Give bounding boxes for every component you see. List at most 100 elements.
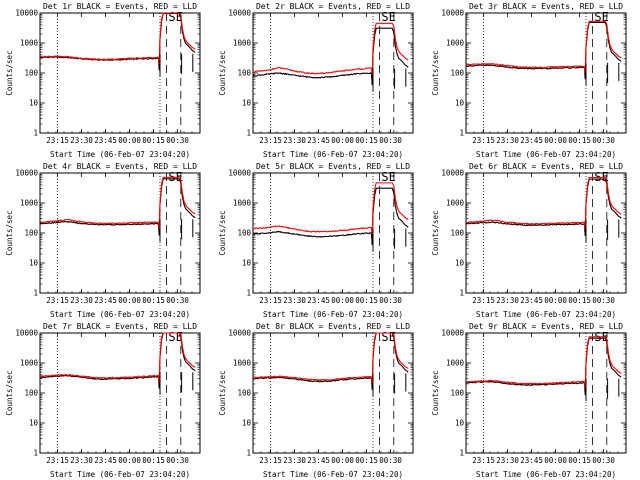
x-tick-label: 00:15 (355, 296, 378, 305)
events-series-line (252, 27, 409, 85)
x-tick-label: 23:45 (520, 456, 543, 465)
y-tick-label: 100 (237, 389, 251, 398)
y-axis-label: Counts/sec (218, 370, 227, 415)
y-tick-label: 1000 (20, 359, 39, 368)
y-tick-label: 10000 (441, 169, 464, 178)
y-tick-label: 1000 (446, 39, 465, 48)
x-tick-label: 23:30 (283, 456, 306, 465)
y-tick-label: 1000 (446, 359, 465, 368)
detector-chart-9: Det 9r BLACK = Events, RED = LLD Counts/s… (431, 322, 627, 479)
events-series-line (465, 337, 622, 396)
plot-frame (465, 172, 627, 294)
y-tick-label: 100 (450, 229, 464, 238)
x-tick-label: 00:15 (568, 296, 591, 305)
y-tick-label: 1000 (233, 199, 252, 208)
x-axis-label: Start Time (06-Feb-07 23:04:20) (476, 470, 616, 479)
events-series-line (465, 178, 622, 236)
y-tick-label: 10000 (228, 169, 251, 178)
y-tick-label: 10000 (441, 329, 464, 338)
y-tick-label: 10 (29, 259, 39, 268)
x-tick-label: 23:15 (259, 296, 282, 305)
x-tick-label: 23:45 (307, 456, 330, 465)
detector-panel-6: Det 6r BLACK = Events, RED = LLD Counts/s… (426, 160, 639, 320)
detector-chart-4: Det 4r BLACK = Events, RED = LLD Counts/s… (5, 162, 201, 319)
x-tick-label: 00:30 (592, 456, 615, 465)
y-tick-label: 10000 (15, 169, 38, 178)
y-axis-label: Counts/sec (5, 210, 14, 255)
detector-panel-3: Det 3r BLACK = Events, RED = LLD Counts/s… (426, 0, 639, 160)
x-tick-label: 00:30 (166, 296, 189, 305)
lld-series-line (39, 176, 196, 229)
y-tick-label: 10000 (15, 329, 38, 338)
x-tick-label: 23:30 (70, 136, 93, 145)
x-tick-label: 00:00 (118, 456, 141, 465)
chart-title: Det 5r BLACK = Events, RED = LLD (256, 162, 410, 171)
detector-panel-9: Det 9r BLACK = Events, RED = LLD Counts/s… (426, 320, 639, 480)
y-axis-label: Counts/sec (5, 50, 14, 95)
x-tick-label: 23:45 (307, 136, 330, 145)
x-tick-label: 00:00 (118, 296, 141, 305)
events-series-line (252, 332, 409, 390)
lld-series-line (465, 20, 622, 73)
plot-frame (465, 12, 627, 134)
x-tick-label: 00:00 (331, 296, 354, 305)
x-tick-label: 23:15 (259, 136, 282, 145)
y-tick-label: 1000 (20, 39, 39, 48)
x-tick-label: 00:30 (166, 456, 189, 465)
plot-frame (252, 172, 414, 294)
x-tick-label: 23:30 (70, 456, 93, 465)
x-tick-label: 23:15 (472, 296, 495, 305)
detector-chart-1: Det 1r BLACK = Events, RED = LLD Counts/s… (5, 2, 201, 159)
plot-frame (39, 12, 201, 134)
y-tick-label: 1000 (233, 359, 252, 368)
x-tick-label: 00:15 (568, 136, 591, 145)
plot-frame (39, 172, 201, 294)
x-tick-label: 00:00 (544, 296, 567, 305)
detector-chart-6: Det 6r BLACK = Events, RED = LLD Counts/s… (431, 162, 627, 319)
events-series-line (39, 178, 196, 236)
x-tick-label: 00:30 (166, 136, 189, 145)
y-tick-label: 1 (459, 289, 464, 298)
x-tick-label: 00:30 (379, 136, 402, 145)
lld-series-line (252, 182, 409, 235)
x-tick-label: 00:15 (568, 456, 591, 465)
chart-title: Det 1r BLACK = Events, RED = LLD (43, 2, 197, 11)
x-axis-label: Start Time (06-Feb-07 23:04:20) (50, 150, 190, 159)
x-tick-label: 00:15 (142, 296, 165, 305)
chart-title: Det 7r BLACK = Events, RED = LLD (43, 322, 197, 331)
detector-chart-2: Det 2r BLACK = Events, RED = LLD Counts/s… (218, 2, 414, 159)
y-tick-label: 100 (237, 229, 251, 238)
chart-title: Det 9r BLACK = Events, RED = LLD (469, 322, 623, 331)
y-tick-label: 100 (24, 69, 38, 78)
x-tick-label: 23:30 (496, 136, 519, 145)
y-tick-label: 1 (246, 449, 251, 458)
y-tick-label: 1 (246, 129, 251, 138)
y-tick-label: 100 (450, 389, 464, 398)
plot-frame (252, 332, 414, 454)
y-tick-label: 10 (455, 419, 465, 428)
x-tick-label: 23:15 (46, 136, 69, 145)
x-tick-label: 23:15 (472, 456, 495, 465)
se-annotation: SE (381, 170, 395, 184)
x-tick-label: 00:00 (544, 136, 567, 145)
se-annotation: SE (594, 10, 608, 24)
chart-title: Det 6r BLACK = Events, RED = LLD (469, 162, 623, 171)
y-tick-label: 10 (29, 99, 39, 108)
x-tick-label: 23:15 (259, 456, 282, 465)
x-tick-label: 00:30 (379, 456, 402, 465)
y-tick-label: 10 (242, 99, 252, 108)
chart-title: Det 8r BLACK = Events, RED = LLD (256, 322, 410, 331)
y-tick-label: 10 (29, 419, 39, 428)
x-axis-label: Start Time (06-Feb-07 23:04:20) (263, 470, 403, 479)
detector-panel-7: Det 7r BLACK = Events, RED = LLD Counts/s… (0, 320, 213, 480)
y-axis-label: Counts/sec (218, 210, 227, 255)
detector-panel-5: Det 5r BLACK = Events, RED = LLD Counts/s… (213, 160, 426, 320)
x-tick-label: 23:45 (94, 136, 117, 145)
x-tick-label: 23:30 (70, 296, 93, 305)
y-axis-label: Counts/sec (218, 50, 227, 95)
detector-panel-2: Det 2r BLACK = Events, RED = LLD Counts/s… (213, 0, 426, 160)
y-axis-label: Counts/sec (431, 210, 440, 255)
y-tick-label: 1000 (446, 199, 465, 208)
x-tick-label: 23:45 (520, 136, 543, 145)
